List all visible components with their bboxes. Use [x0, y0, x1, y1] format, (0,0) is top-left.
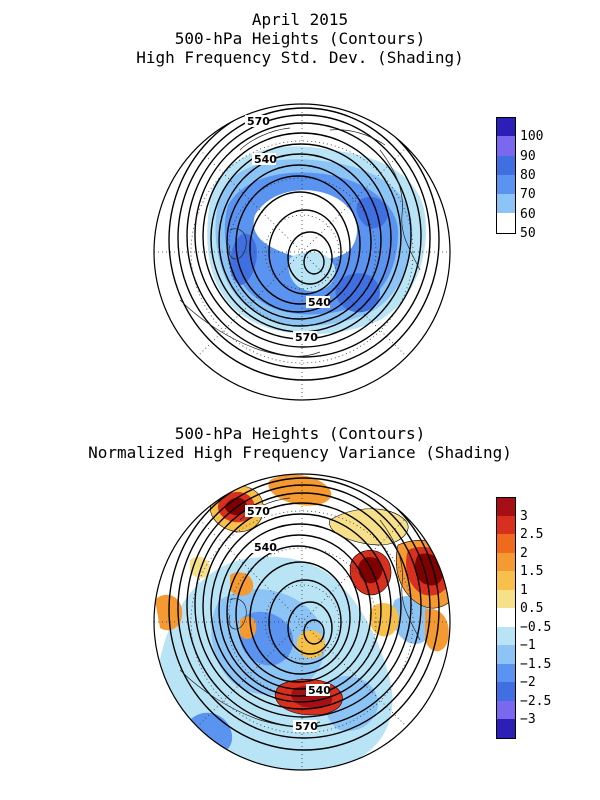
colorbar-tick-label: −3: [520, 712, 536, 727]
top-label-540-lower: 540: [308, 296, 331, 309]
bottom-label-570-lower: 570: [295, 720, 318, 733]
bottom-map-contours: [154, 474, 450, 770]
colorbar-frame: [496, 497, 516, 739]
colorbar-tick-label: 3: [520, 508, 528, 524]
colorbar-tick-label: 70: [520, 187, 536, 203]
title-date: April 2015: [251, 10, 349, 29]
colorbar-tick-label: −2: [520, 675, 536, 690]
bottom-title-shading: Normalized High Frequency Variance (Shad…: [88, 443, 512, 462]
bottom-label-540-lower: 540: [308, 684, 331, 697]
bottom-title-contours: 500-hPa Heights (Contours): [174, 424, 426, 443]
colorbar-tick-label: 1: [520, 582, 528, 598]
bottom-contour-labels: 570 540 540 570: [245, 505, 331, 733]
colorbar-tick-label: 1.5: [520, 564, 544, 579]
colorbar-tick-label: −2.5: [520, 693, 552, 709]
colorbar-tick-label: 90: [520, 148, 536, 164]
colorbar-tick-label: −1: [520, 638, 536, 653]
title-shading: High Frequency Std. Dev. (Shading): [136, 48, 464, 67]
colorbar-tick-label: −0.5: [520, 619, 552, 635]
bottom-label-540-upper: 540: [254, 541, 277, 554]
top-label-570-lower: 570: [295, 331, 318, 344]
bottom-label-570-upper: 570: [247, 505, 270, 518]
colorbar-tick-label: 100: [520, 129, 544, 145]
top-contour-labels: 570 540 540 570: [245, 115, 331, 344]
top-label-540-upper: 540: [254, 153, 277, 166]
title-contours: 500-hPa Heights (Contours): [174, 29, 426, 48]
colorbar-tick-label: 80: [520, 167, 536, 183]
colorbar-tick-label: 2.5: [520, 527, 544, 542]
figure-title: April 2015 500-hPa Heights (Contours) Hi…: [0, 10, 600, 67]
colorbar-tick-label: 2: [520, 545, 528, 561]
colorbar-tick-label: 60: [520, 206, 536, 222]
top-label-570-upper: 570: [247, 115, 270, 128]
bottom-map-boundary: [153, 473, 451, 771]
colorbar-tick-label: −1.5: [520, 656, 552, 672]
colorbar-tick-label: 50: [520, 225, 536, 241]
colorbar-tick-label: 0.5: [520, 601, 544, 616]
bottom-panel-title: 500-hPa Heights (Contours) Normalized Hi…: [0, 424, 600, 462]
top-map-boundary: [153, 103, 451, 401]
colorbar-frame: [496, 117, 516, 234]
